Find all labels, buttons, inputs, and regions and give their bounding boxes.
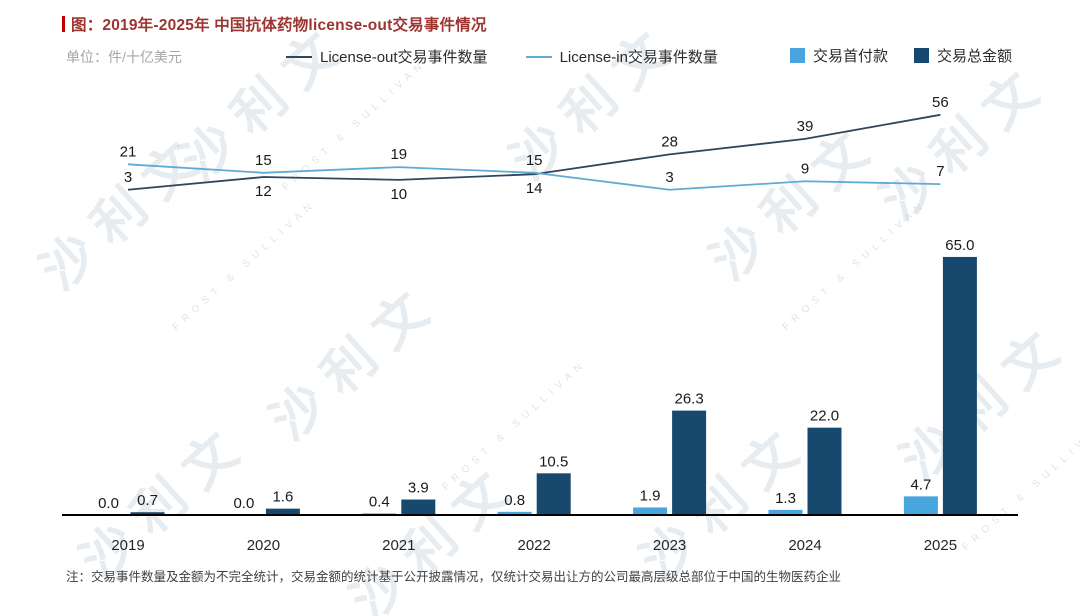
bar-value-label: 10.5 bbox=[539, 453, 568, 470]
line-value-label: 56 bbox=[932, 94, 949, 111]
x-axis-label: 2023 bbox=[653, 537, 686, 554]
line-value-label: 3 bbox=[665, 169, 673, 186]
legend-label-upfront: 交易首付款 bbox=[812, 48, 888, 65]
bar-value-label: 4.7 bbox=[910, 476, 931, 493]
bar-upfront bbox=[633, 507, 668, 515]
bar-value-label: 0.8 bbox=[504, 492, 525, 509]
bar-value-label: 1.3 bbox=[775, 490, 796, 507]
bar-total bbox=[265, 508, 300, 515]
line-value-label: 3 bbox=[124, 169, 132, 186]
total-square-swatch bbox=[913, 48, 929, 63]
license-in-line bbox=[127, 163, 941, 191]
x-axis-label: 2019 bbox=[111, 537, 144, 554]
line-value-label: 19 bbox=[390, 146, 407, 163]
legend-label-total: 交易总金额 bbox=[936, 48, 1012, 65]
license-out-line-swatch bbox=[286, 55, 312, 58]
bar-value-label: 0.0 bbox=[98, 495, 119, 512]
legend-bars: 交易首付款 交易总金额 bbox=[789, 45, 1012, 66]
upfront-square-swatch bbox=[789, 48, 805, 63]
x-axis-label: 2022 bbox=[518, 537, 551, 554]
bar-total bbox=[130, 512, 165, 515]
bar-total bbox=[536, 473, 571, 515]
x-axis-label: 2020 bbox=[247, 537, 280, 554]
bar-value-label: 1.6 bbox=[272, 489, 293, 506]
line-value-label: 10 bbox=[390, 186, 407, 203]
bar-value-label: 65.0 bbox=[945, 237, 974, 254]
bar-total bbox=[807, 427, 842, 515]
legend-label-license-out: License-out交易事件数量 bbox=[320, 49, 488, 66]
unit-label: 单位：件/十亿美元 bbox=[66, 49, 182, 65]
legend-item-license-in: License-in交易事件数量 bbox=[525, 46, 718, 67]
bar-upfront bbox=[903, 496, 938, 515]
line-value-label: 15 bbox=[255, 152, 272, 169]
footnote: 注：交易事件数量及金额为不完全统计，交易金额的统计基于公开披露情况，仅统计交易出… bbox=[66, 570, 842, 584]
title-accent-bar bbox=[62, 16, 65, 32]
chart-title-row: 图：2019年-2025年 中国抗体药物license-out交易事件情况 bbox=[62, 13, 487, 35]
bar-value-label: 1.9 bbox=[640, 487, 661, 504]
legend-lines: License-out交易事件数量 License-in交易事件数量 bbox=[286, 46, 718, 67]
bar-total bbox=[401, 499, 436, 515]
line-value-label: 9 bbox=[801, 160, 809, 177]
bar-value-label: 0.0 bbox=[233, 495, 254, 512]
line-value-label: 39 bbox=[797, 118, 814, 135]
legend-item-license-out: License-out交易事件数量 bbox=[286, 46, 488, 67]
line-value-label: 28 bbox=[661, 133, 678, 150]
legend-item-upfront: 交易首付款 bbox=[789, 45, 888, 66]
x-axis-label: 2021 bbox=[382, 537, 415, 554]
bar-upfront bbox=[497, 511, 532, 515]
bar-value-label: 0.4 bbox=[369, 493, 390, 510]
bar-total bbox=[942, 256, 977, 515]
bar-value-label: 0.7 bbox=[137, 492, 158, 509]
line-value-label: 12 bbox=[255, 183, 272, 200]
license-out-line bbox=[127, 113, 941, 191]
bar-value-label: 3.9 bbox=[408, 480, 429, 497]
legend-item-total: 交易总金额 bbox=[913, 45, 1012, 66]
bar-value-label: 26.3 bbox=[674, 391, 703, 408]
x-axis-label: 2024 bbox=[788, 537, 821, 554]
legend-label-license-in: License-in交易事件数量 bbox=[559, 49, 718, 66]
x-axis-label: 2025 bbox=[924, 537, 957, 554]
license-in-line-swatch bbox=[525, 55, 552, 58]
bar-total bbox=[672, 410, 707, 515]
chart-title: 图：2019年-2025年 中国抗体药物license-out交易事件情况 bbox=[71, 17, 487, 34]
bar-upfront bbox=[768, 509, 803, 515]
line-value-label: 7 bbox=[936, 163, 944, 180]
line-value-label: 14 bbox=[526, 180, 543, 197]
line-value-label: 21 bbox=[120, 143, 137, 160]
bar-value-label: 22.0 bbox=[810, 408, 839, 425]
line-value-label: 15 bbox=[526, 152, 543, 169]
